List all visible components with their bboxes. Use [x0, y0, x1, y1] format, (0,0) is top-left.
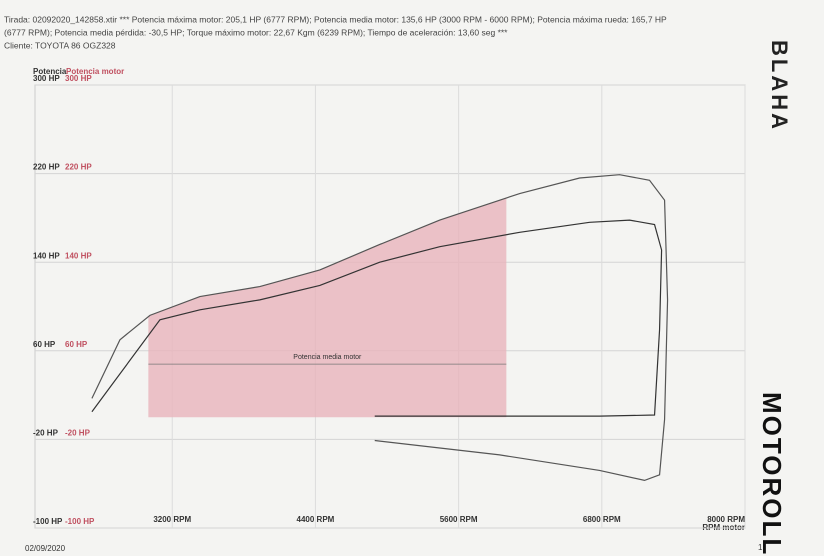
x-tick-label: 5600 RPM	[440, 515, 478, 524]
data-line	[91, 174, 669, 482]
footer-date: 02/09/2020	[25, 544, 66, 553]
y-tick-label: 300 HP	[33, 74, 60, 83]
x-tick-label: 6800 RPM	[583, 515, 621, 524]
x-tick-label: 4400 RPM	[297, 515, 335, 524]
header-line: Cliente: TOYOTA 86 OGZ328	[4, 40, 116, 50]
y-axis-title: Potencia	[33, 67, 67, 76]
y2-tick-label: 220 HP	[65, 163, 92, 172]
y2-tick-label: -100 HP	[65, 517, 95, 526]
x-tick-label: 8000 RPM	[707, 515, 745, 524]
y2-tick-label: -20 HP	[65, 429, 91, 438]
x-tick-label: 3200 RPM	[153, 515, 191, 524]
y-tick-label: 140 HP	[33, 251, 60, 260]
header-line: Tirada: 02092020_142858.xtir *** Potenci…	[4, 14, 667, 24]
y-tick-label: 60 HP	[33, 340, 56, 349]
y2-tick-label: 60 HP	[65, 340, 88, 349]
page-number: 1	[758, 543, 763, 552]
y2-axis-title: Potencia motor	[66, 67, 124, 76]
y-tick-label: -20 HP	[33, 429, 59, 438]
data-line	[91, 219, 663, 417]
average-label: Potencia media motor	[293, 354, 362, 361]
y2-tick-label: 140 HP	[65, 251, 92, 260]
y2-tick-label: 300 HP	[65, 74, 92, 83]
y-tick-label: 220 HP	[33, 163, 60, 172]
header-line: (6777 RPM); Potencia media pérdida: -30,…	[4, 27, 508, 37]
brand-logo: BLAHA	[767, 40, 792, 132]
brand-name: MOTOROLL	[757, 392, 787, 556]
y-tick-label: -100 HP	[33, 517, 63, 526]
